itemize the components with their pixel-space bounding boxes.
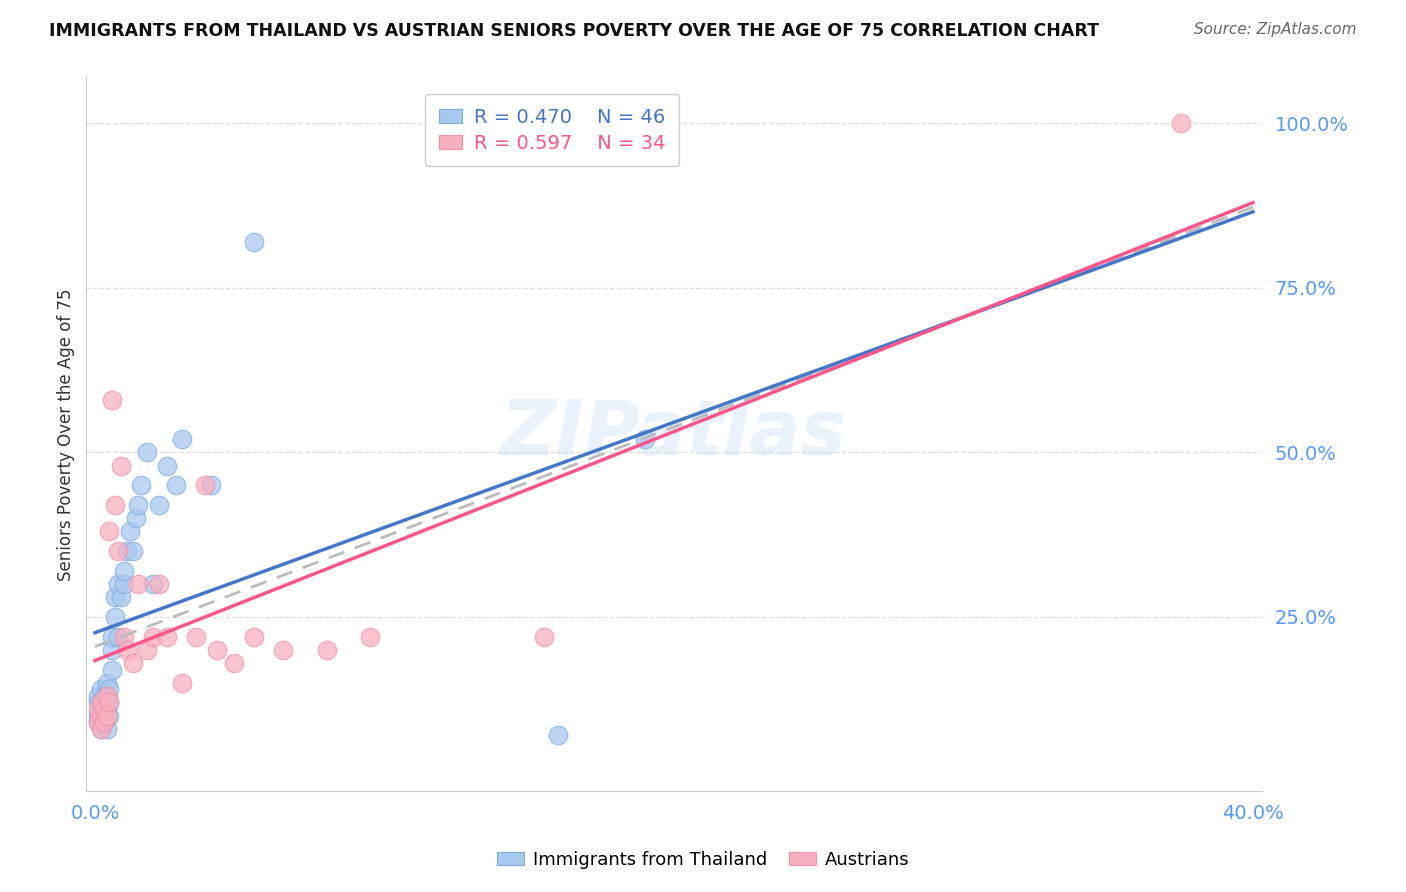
Point xyxy=(93,696,115,710)
Point xyxy=(124,511,146,525)
Point xyxy=(87,708,110,723)
Point xyxy=(136,643,159,657)
Point xyxy=(96,689,118,703)
Point xyxy=(170,675,193,690)
Point xyxy=(101,630,124,644)
Point xyxy=(156,458,179,473)
Point xyxy=(96,708,118,723)
Point xyxy=(112,577,135,591)
Point xyxy=(271,643,294,657)
Point xyxy=(200,478,222,492)
Point xyxy=(533,630,555,644)
Point xyxy=(142,630,165,644)
Point xyxy=(93,689,115,703)
Point xyxy=(112,630,135,644)
Point xyxy=(547,728,569,742)
Point xyxy=(87,696,110,710)
Point xyxy=(90,708,112,723)
Point xyxy=(110,591,132,605)
Point xyxy=(107,577,129,591)
Point xyxy=(98,708,121,723)
Point xyxy=(96,675,118,690)
Point xyxy=(90,682,112,697)
Point xyxy=(87,689,110,703)
Point xyxy=(87,715,110,730)
Point xyxy=(96,702,118,716)
Point xyxy=(142,577,165,591)
Point xyxy=(107,630,129,644)
Point xyxy=(90,722,112,736)
Point xyxy=(104,591,127,605)
Point xyxy=(315,643,337,657)
Point xyxy=(121,544,143,558)
Point xyxy=(359,630,381,644)
Point xyxy=(156,630,179,644)
Point xyxy=(205,643,228,657)
Text: IMMIGRANTS FROM THAILAND VS AUSTRIAN SENIORS POVERTY OVER THE AGE OF 75 CORRELAT: IMMIGRANTS FROM THAILAND VS AUSTRIAN SEN… xyxy=(49,22,1099,40)
Point xyxy=(129,478,152,492)
Point xyxy=(90,722,112,736)
Point xyxy=(107,544,129,558)
Text: ZIPatlas: ZIPatlas xyxy=(501,397,846,471)
Point xyxy=(90,702,112,716)
Point xyxy=(112,564,135,578)
Legend: R = 0.470    N = 46, R = 0.597    N = 34: R = 0.470 N = 46, R = 0.597 N = 34 xyxy=(425,95,679,166)
Point xyxy=(101,392,124,407)
Point xyxy=(93,708,115,723)
Point xyxy=(93,702,115,716)
Point xyxy=(96,689,118,703)
Point xyxy=(98,696,121,710)
Point xyxy=(148,498,170,512)
Point xyxy=(96,722,118,736)
Legend: Immigrants from Thailand, Austrians: Immigrants from Thailand, Austrians xyxy=(489,844,917,876)
Point xyxy=(98,682,121,697)
Point xyxy=(90,708,112,723)
Point xyxy=(115,544,138,558)
Point xyxy=(148,577,170,591)
Point xyxy=(222,656,245,670)
Point xyxy=(98,696,121,710)
Point xyxy=(194,478,217,492)
Point xyxy=(136,445,159,459)
Text: Source: ZipAtlas.com: Source: ZipAtlas.com xyxy=(1194,22,1357,37)
Point xyxy=(90,696,112,710)
Point xyxy=(87,702,110,716)
Point xyxy=(118,524,141,539)
Point xyxy=(110,458,132,473)
Point xyxy=(101,643,124,657)
Point xyxy=(243,630,266,644)
Point xyxy=(98,524,121,539)
Point xyxy=(127,498,149,512)
Point xyxy=(104,610,127,624)
Point xyxy=(90,696,112,710)
Point xyxy=(104,498,127,512)
Point xyxy=(165,478,187,492)
Point xyxy=(1170,116,1192,130)
Point xyxy=(127,577,149,591)
Point xyxy=(634,432,657,446)
Point xyxy=(93,715,115,730)
Point xyxy=(170,432,193,446)
Point xyxy=(87,715,110,730)
Y-axis label: Seniors Poverty Over the Age of 75: Seniors Poverty Over the Age of 75 xyxy=(58,288,75,581)
Point xyxy=(101,663,124,677)
Point xyxy=(93,715,115,730)
Point xyxy=(121,656,143,670)
Point xyxy=(186,630,208,644)
Point xyxy=(115,643,138,657)
Point xyxy=(243,235,266,249)
